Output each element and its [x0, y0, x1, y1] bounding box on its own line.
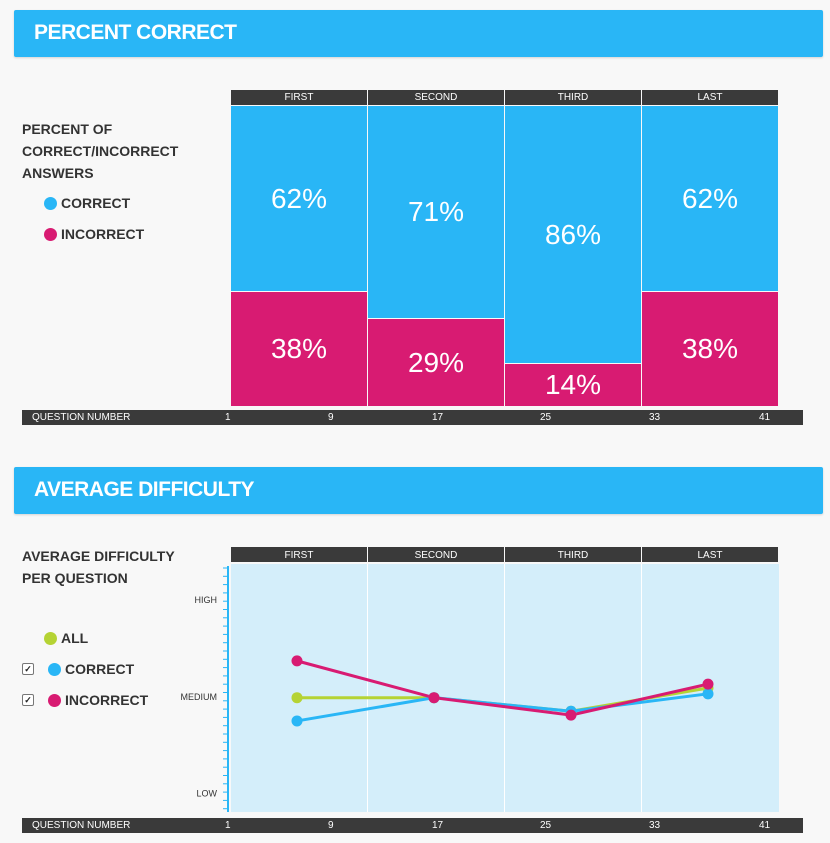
question-tick: 41 — [759, 412, 771, 423]
incorrect-dot-icon — [48, 693, 61, 707]
question-tick: 17 — [432, 820, 444, 831]
legend-correct-label: CORRECT — [61, 195, 131, 211]
question-tick: 9 — [328, 820, 334, 831]
percent-correct-title: PERCENT CORRECT — [34, 21, 237, 44]
legend-incorrect-toggle[interactable]: ✓ INCORRECT — [22, 692, 148, 708]
point-correct-last — [702, 688, 714, 700]
difficulty-label-line: AVERAGE DIFFICULTY — [22, 548, 175, 564]
percent-label-line: PERCENT OF — [22, 121, 113, 137]
bar-correct-second: 71% — [368, 106, 504, 318]
question-number-label: QUESTION NUMBER — [32, 820, 131, 831]
bar-correct-last: 62% — [642, 106, 778, 291]
y-tick-label-low: LOW — [196, 789, 217, 799]
legend-incorrect-label: INCORRECT — [61, 226, 145, 242]
column-header-second: SECOND — [368, 90, 504, 105]
question-number-label: QUESTION NUMBER — [32, 412, 131, 423]
question-tick: 1 — [225, 820, 231, 831]
point-incorrect-last — [702, 678, 714, 690]
legend-incorrect-label: INCORRECT — [65, 692, 149, 708]
percent-label-line: ANSWERS — [22, 165, 94, 181]
legend-incorrect: INCORRECT — [44, 226, 144, 242]
line-incorrect — [296, 659, 709, 717]
question-tick: 33 — [649, 412, 661, 423]
column-header-third: THIRD — [505, 90, 641, 105]
legend-correct-label: CORRECT — [65, 661, 135, 677]
question-tick: 25 — [540, 820, 552, 831]
incorrect-dot-icon — [44, 227, 57, 241]
column-header-third: THIRD — [558, 550, 589, 561]
point-all-first — [291, 692, 303, 704]
column-header-first: FIRST — [285, 550, 314, 561]
difficulty-label-line: PER QUESTION — [22, 570, 128, 586]
column-header-last: LAST — [697, 550, 722, 561]
difficulty-chart-label: AVERAGE DIFFICULTY PER QUESTION — [22, 545, 175, 589]
bar-correct-first: 62% — [231, 106, 367, 291]
bar-incorrect-last: 38% — [642, 292, 778, 406]
column-header-bg — [368, 547, 504, 562]
correct-dot-icon — [44, 196, 57, 210]
point-incorrect-third — [565, 709, 577, 721]
question-number-bar-2: QUESTION NUMBER 1 9 17 25 33 41 — [22, 818, 803, 833]
correct-checkbox[interactable]: ✓ — [22, 663, 34, 675]
legend-correct-toggle[interactable]: ✓ CORRECT — [22, 661, 134, 677]
legend-all-label: ALL — [61, 630, 89, 646]
line-correct — [296, 692, 709, 723]
column-header-bg — [642, 547, 778, 562]
y-tick-label-high: HIGH — [195, 595, 218, 605]
all-dot-icon — [44, 631, 57, 645]
column-header-last: LAST — [642, 90, 778, 105]
average-difficulty-title: AVERAGE DIFFICULTY — [34, 478, 255, 501]
bar-incorrect-third: 14% — [505, 364, 641, 406]
question-tick: 25 — [540, 412, 552, 423]
column-header-bg — [505, 547, 641, 562]
bar-incorrect-first: 38% — [231, 292, 367, 406]
correct-dot-icon — [48, 662, 61, 676]
average-difficulty-banner: AVERAGE DIFFICULTY — [14, 467, 823, 514]
question-tick: 17 — [432, 412, 444, 423]
legend-all[interactable]: ALL — [44, 630, 88, 646]
question-number-bar-1: QUESTION NUMBER 1 9 17 25 33 41 — [22, 410, 803, 425]
percent-correct-banner: PERCENT CORRECT — [14, 10, 823, 57]
bar-correct-third: 86% — [505, 106, 641, 363]
legend-correct: CORRECT — [44, 195, 130, 211]
percent-chart-label: PERCENT OF CORRECT/INCORRECT ANSWERS — [22, 118, 178, 184]
point-incorrect-first — [291, 655, 303, 667]
point-incorrect-second — [428, 692, 440, 704]
column-header-first: FIRST — [231, 90, 367, 105]
question-tick: 1 — [225, 412, 231, 423]
question-tick: 9 — [328, 412, 334, 423]
column-header-bg — [231, 547, 367, 562]
question-tick: 41 — [759, 820, 771, 831]
column-header-second: SECOND — [415, 550, 458, 561]
bar-incorrect-second: 29% — [368, 319, 504, 406]
percent-label-line: CORRECT/INCORRECT — [22, 143, 179, 159]
question-tick: 33 — [649, 820, 661, 831]
y-tick-label-medium: MEDIUM — [181, 692, 218, 702]
point-correct-first — [291, 715, 303, 727]
incorrect-checkbox[interactable]: ✓ — [22, 694, 34, 706]
